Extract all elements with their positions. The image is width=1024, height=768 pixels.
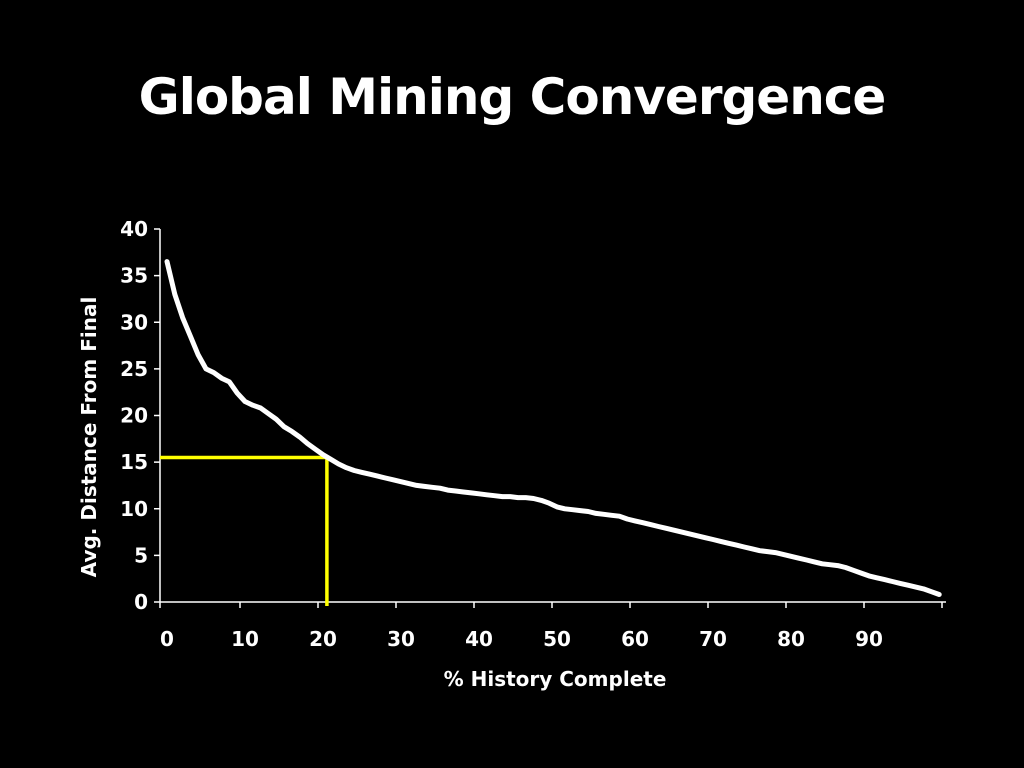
slide-title: Global Mining Convergence bbox=[138, 68, 887, 126]
y-tick-label: 0 bbox=[134, 590, 148, 614]
x-tick-label: 0 bbox=[160, 627, 174, 651]
y-tick-label: 15 bbox=[120, 450, 148, 474]
x-axis-title: % History Complete bbox=[444, 667, 667, 691]
x-tick-label: 50 bbox=[543, 627, 571, 651]
y-tick-label: 25 bbox=[120, 357, 148, 381]
y-tick-label: 40 bbox=[120, 217, 148, 241]
x-tick-label: 80 bbox=[777, 627, 805, 651]
x-ticks: 0 10 20 30 40 50 60 70 80 90 bbox=[159, 602, 943, 651]
x-tick-label: 10 bbox=[231, 627, 259, 651]
y-ticks: 0 5 10 15 20 25 30 35 40 bbox=[120, 217, 160, 614]
axes bbox=[159, 229, 946, 603]
series-line bbox=[164, 259, 942, 597]
y-tick-label: 35 bbox=[120, 264, 148, 288]
x-tick-label: 60 bbox=[621, 627, 649, 651]
y-tick-label: 10 bbox=[120, 497, 148, 521]
y-tick-label: 5 bbox=[134, 543, 148, 567]
x-tick-label: 90 bbox=[855, 627, 883, 651]
x-tick-label: 70 bbox=[699, 627, 727, 651]
y-tick-label: 30 bbox=[120, 310, 148, 334]
x-tick-label: 20 bbox=[309, 627, 337, 651]
x-tick-label: 30 bbox=[387, 627, 415, 651]
highlight-marker bbox=[160, 455, 329, 606]
y-tick-label: 20 bbox=[120, 404, 148, 428]
y-axis-title: Avg. Distance From Final bbox=[77, 297, 101, 578]
x-tick-label: 40 bbox=[465, 627, 493, 651]
